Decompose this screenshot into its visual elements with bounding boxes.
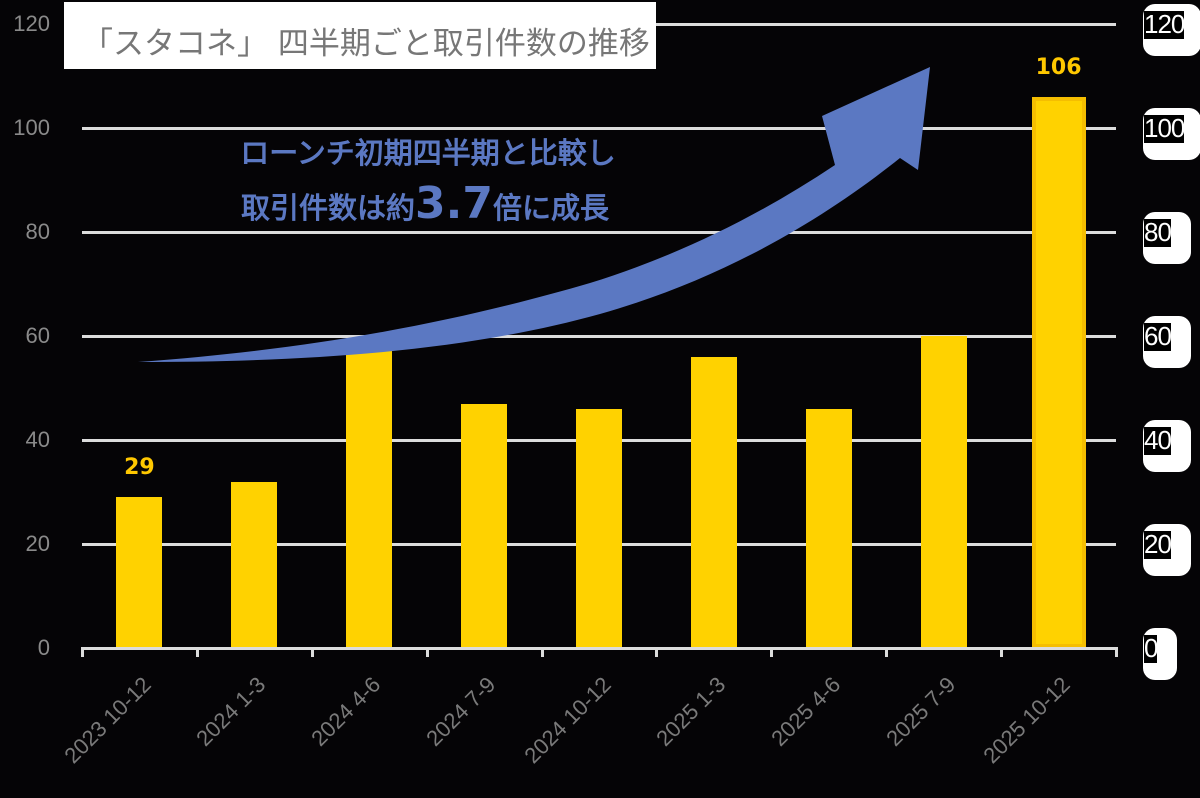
- x-axis-tick: [770, 647, 774, 657]
- bar: [116, 497, 163, 648]
- x-axis-tick: [540, 647, 544, 657]
- gridline: [82, 127, 1116, 130]
- x-axis-tick: [425, 647, 429, 657]
- bar-value-label: 29: [124, 455, 155, 481]
- bar: [346, 346, 393, 648]
- y-tick-label-right: 40: [1143, 420, 1191, 472]
- x-axis-tick: [81, 647, 84, 657]
- annotation-line-2: 取引件数は約3.7倍に成長: [241, 178, 609, 229]
- y-tick-label-left: 40: [25, 427, 50, 452]
- bar: [1031, 96, 1086, 648]
- y-tick-label-right: 120: [1143, 4, 1200, 56]
- y-tick-label-left: 100: [13, 115, 50, 140]
- bar: [461, 403, 508, 648]
- x-axis-tick: [1000, 647, 1004, 657]
- bar: [920, 336, 967, 648]
- gridline: [82, 231, 1116, 234]
- growth-multiplier: 3.7: [415, 178, 493, 229]
- x-axis-tick: [885, 647, 889, 657]
- y-tick-label-right: 80: [1143, 212, 1191, 264]
- x-axis-tick: [655, 647, 659, 657]
- bar: [231, 481, 278, 648]
- y-tick-label-left: 20: [25, 531, 50, 556]
- y-tick-label-left: 60: [25, 323, 50, 348]
- chart-title: 「スタコネ」 四半期ごと取引件数の推移: [82, 26, 650, 62]
- y-tick-label-left: 120: [13, 11, 50, 36]
- chart-title-box: 「スタコネ」 四半期ごと取引件数の推移: [64, 2, 656, 69]
- y-tick-label-right: 100: [1143, 108, 1200, 160]
- x-axis-tick: [1115, 647, 1118, 657]
- bar: [576, 408, 622, 648]
- y-tick-label-right: 60: [1143, 316, 1191, 368]
- y-tick-label-right: 20: [1143, 524, 1191, 576]
- gridline: [82, 335, 1116, 338]
- bar: [690, 356, 737, 648]
- x-axis-line: [82, 647, 1116, 650]
- bar: [805, 408, 852, 648]
- y-tick-label-right: 0: [1143, 628, 1177, 680]
- x-axis-tick: [195, 647, 199, 657]
- bar-value-label: 106: [1035, 54, 1082, 80]
- x-axis-tick: [310, 647, 314, 657]
- y-tick-label-left: 80: [25, 219, 50, 244]
- y-tick-label-left: 0: [37, 635, 50, 660]
- annotation-line-1: ローンチ初期四半期と比較し: [240, 136, 616, 170]
